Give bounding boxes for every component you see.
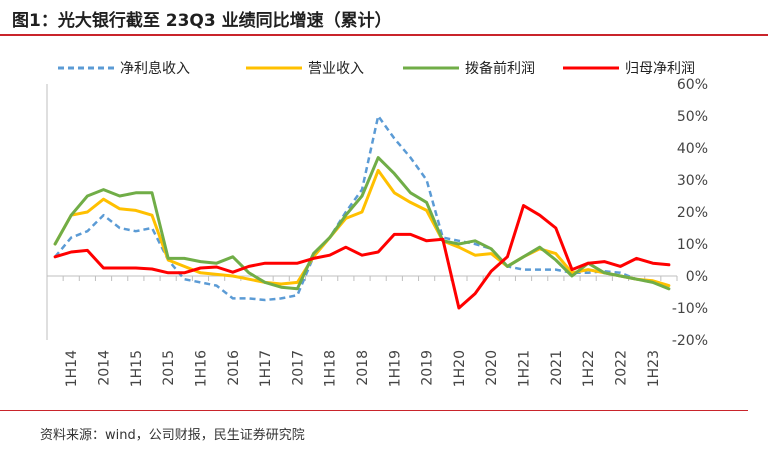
chart-series bbox=[53, 114, 671, 310]
series-line-拨备前利润 bbox=[53, 156, 671, 291]
y-tick-label: 60% bbox=[677, 77, 708, 93]
legend-label: 归母净利润 bbox=[625, 60, 695, 77]
legend-label: 净利息收入 bbox=[120, 60, 190, 77]
x-tick-label: 1H21 bbox=[517, 350, 533, 387]
x-tick-label: 2015 bbox=[161, 350, 177, 386]
y-tick-label: 20% bbox=[677, 205, 708, 221]
y-tick-label: -10% bbox=[672, 301, 708, 317]
series-line-归母净利润 bbox=[53, 204, 671, 310]
x-tick-label: 2017 bbox=[290, 350, 306, 386]
x-tick-label: 1H23 bbox=[646, 350, 662, 387]
x-tick-label: 2020 bbox=[484, 350, 500, 386]
x-tick-label: 1H22 bbox=[581, 350, 597, 387]
x-tick-label: 2016 bbox=[226, 350, 242, 386]
x-tick-label: 2014 bbox=[97, 350, 113, 386]
y-tick-label: 50% bbox=[677, 109, 708, 125]
x-tick-label: 1H19 bbox=[387, 350, 403, 387]
x-tick-label: 1H16 bbox=[193, 350, 209, 387]
x-tick-label: 1H17 bbox=[258, 350, 274, 387]
x-tick-label: 2022 bbox=[613, 350, 629, 386]
y-tick-label: 10% bbox=[677, 237, 708, 253]
chart-axes: 60% 50% 40% 30% 20% 10% 0% -10% -20% 1H14 2014 1H15… bbox=[46, 77, 708, 387]
y-tick-label: 40% bbox=[677, 141, 708, 157]
x-tick-label: 2021 bbox=[549, 350, 565, 386]
title-divider bbox=[0, 34, 768, 36]
y-tick-label: 30% bbox=[677, 173, 708, 189]
line-chart: 60% 50% 40% 30% 20% 10% 0% -10% -20% 1H14 2014 1H15… bbox=[46, 60, 708, 387]
x-tick-label: 1H15 bbox=[129, 350, 145, 387]
series-line-营业收入 bbox=[53, 168, 671, 288]
source-note: 资料来源：wind，公司财报，民生证券研究院 bbox=[40, 428, 305, 443]
y-tick-label: -20% bbox=[672, 333, 708, 349]
legend-label: 拨备前利润 bbox=[465, 60, 535, 77]
legend-label: 营业收入 bbox=[308, 61, 364, 77]
x-tick-label: 1H18 bbox=[323, 350, 339, 387]
x-tick-label: 1H20 bbox=[452, 350, 468, 387]
x-tick-label: 1H14 bbox=[64, 350, 80, 387]
x-tick-label: 2019 bbox=[420, 350, 436, 386]
chart-title: 图1：光大银行截至 23Q3 业绩同比增速（累计） bbox=[12, 11, 392, 31]
x-tick-label: 2018 bbox=[355, 350, 371, 386]
y-tick-label: 0% bbox=[686, 269, 708, 285]
chart-legend: 净利息收入 营业收入 拨备前利润 归母净利润 bbox=[58, 60, 695, 77]
footer-divider bbox=[0, 410, 748, 411]
